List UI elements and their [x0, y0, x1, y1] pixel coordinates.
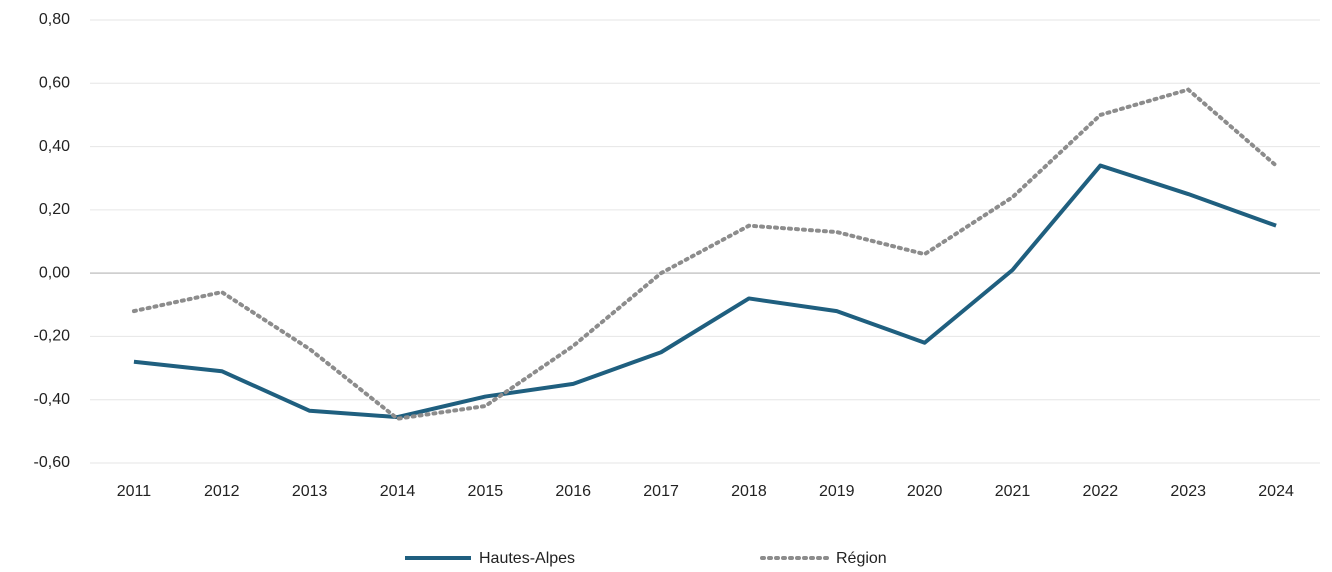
x-tick-label: 2017: [643, 483, 679, 500]
x-tick-label: 2023: [1170, 483, 1206, 500]
series-line: [131, 87, 1279, 421]
y-tick-label: -0,20: [34, 328, 71, 345]
x-tick-label: 2018: [731, 483, 767, 500]
x-tick-label: 2020: [907, 483, 943, 500]
legend-label: Région: [836, 550, 887, 567]
x-tick-label: 2014: [380, 483, 416, 500]
y-tick-label: 0,00: [39, 264, 70, 281]
legend-label: Hautes-Alpes: [479, 550, 575, 567]
y-tick-label: -0,40: [34, 391, 71, 408]
y-tick-label: 0,20: [39, 201, 70, 218]
x-tick-label: 2015: [468, 483, 504, 500]
x-tick-label: 2016: [555, 483, 591, 500]
series-line: [133, 163, 1277, 420]
x-tick-label: 2011: [117, 483, 152, 500]
y-tick-label: 0,80: [39, 11, 70, 28]
x-tick-label: 2024: [1258, 483, 1294, 500]
x-tick-label: 2022: [1083, 483, 1119, 500]
y-tick-label: 0,60: [39, 75, 70, 92]
x-tick-label: 2021: [995, 483, 1031, 500]
y-tick-label: 0,40: [39, 138, 70, 155]
x-tick-label: 2012: [204, 483, 240, 500]
y-tick-label: -0,60: [34, 454, 71, 471]
x-tick-label: 2019: [819, 483, 855, 500]
x-tick-label: 2013: [292, 483, 328, 500]
